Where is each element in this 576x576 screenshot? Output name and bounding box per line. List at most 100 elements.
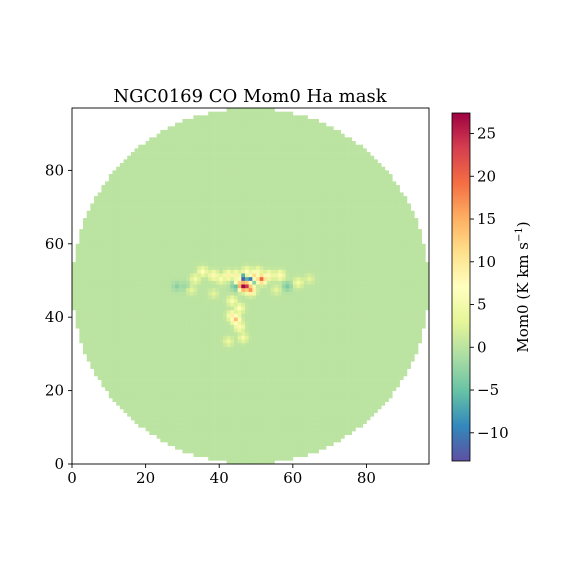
- heatmap-cell: [314, 364, 319, 369]
- heatmap-cell: [263, 368, 268, 373]
- heatmap-cell: [182, 284, 187, 289]
- heatmap-cell: [296, 353, 301, 358]
- heatmap-cell: [351, 247, 356, 252]
- heatmap-cell: [105, 280, 110, 285]
- heatmap-cell: [211, 401, 216, 406]
- heatmap-cell: [178, 346, 183, 351]
- heatmap-cell: [152, 254, 157, 259]
- heatmap-cell: [373, 331, 378, 336]
- heatmap-cell: [344, 298, 349, 303]
- heatmap-cell: [189, 408, 194, 413]
- heatmap-cell: [175, 412, 180, 417]
- heatmap-cell: [233, 280, 238, 285]
- heatmap-cell: [285, 361, 290, 366]
- heatmap-cell: [355, 269, 360, 274]
- heatmap-cell: [123, 284, 128, 289]
- heatmap-cell: [211, 372, 216, 377]
- heatmap-cell: [410, 302, 415, 307]
- heatmap-cell: [94, 328, 99, 333]
- heatmap-cell: [399, 342, 404, 347]
- heatmap-cell: [219, 405, 224, 410]
- heatmap-cell: [329, 416, 334, 421]
- heatmap-cell: [219, 416, 224, 421]
- heatmap-cell: [270, 460, 275, 465]
- heatmap-cell: [417, 328, 422, 333]
- heatmap-cell: [388, 342, 393, 347]
- heatmap-cell: [175, 408, 180, 413]
- heatmap-cell: [175, 320, 180, 325]
- heatmap-cell: [130, 328, 135, 333]
- heatmap-cell: [314, 394, 319, 399]
- heatmap-cell: [340, 251, 345, 256]
- heatmap-cell: [160, 269, 165, 274]
- heatmap-cell: [204, 342, 209, 347]
- heatmap-cell: [105, 346, 110, 351]
- heatmap-cell: [186, 449, 191, 454]
- heatmap-cell: [204, 350, 209, 355]
- heatmap-cell: [421, 317, 426, 322]
- heatmap-cell: [285, 342, 290, 347]
- heatmap-cell: [182, 276, 187, 281]
- heatmap-cell: [355, 291, 360, 296]
- heatmap-cell: [222, 258, 227, 263]
- heatmap-cell: [193, 291, 198, 296]
- heatmap-cell: [333, 335, 338, 340]
- heatmap-cell: [292, 317, 297, 322]
- heatmap-cell: [108, 262, 113, 267]
- heatmap-cell: [204, 335, 209, 340]
- heatmap-cell: [263, 419, 268, 424]
- heatmap-cell: [97, 372, 102, 377]
- heatmap-cell: [366, 313, 371, 318]
- heatmap-cell: [182, 405, 187, 410]
- heatmap-cell: [138, 309, 143, 314]
- heatmap-cell: [222, 331, 227, 336]
- heatmap-cell: [351, 258, 356, 263]
- heatmap-cell: [421, 276, 426, 281]
- heatmap-cell: [410, 284, 415, 289]
- heatmap-cell: [90, 247, 95, 252]
- heatmap-cell: [226, 331, 231, 336]
- heatmap-cell: [215, 324, 220, 329]
- heatmap-cell: [303, 434, 308, 439]
- heatmap-cell: [193, 357, 198, 362]
- heatmap-cell: [97, 361, 102, 366]
- heatmap-cell: [392, 328, 397, 333]
- heatmap-cell: [204, 287, 209, 292]
- heatmap-cell: [233, 236, 238, 241]
- heatmap-cell: [318, 408, 323, 413]
- heatmap-cell: [274, 423, 279, 428]
- heatmap-cell: [145, 276, 150, 281]
- heatmap-cell: [406, 331, 411, 336]
- heatmap-cell: [83, 317, 88, 322]
- heatmap-cell: [314, 339, 319, 344]
- heatmap-cell: [403, 346, 408, 351]
- heatmap-cell: [322, 269, 327, 274]
- heatmap-cell: [325, 236, 330, 241]
- heatmap-cell: [230, 372, 235, 377]
- heatmap-cell: [318, 419, 323, 424]
- heatmap-cell: [123, 350, 128, 355]
- heatmap-cell: [336, 262, 342, 267]
- heatmap-cell: [362, 350, 367, 355]
- heatmap-cell: [274, 361, 279, 366]
- heatmap-cell: [274, 434, 279, 439]
- heatmap-cell: [292, 331, 297, 336]
- heatmap-cell: [348, 346, 353, 351]
- heatmap-cell: [281, 302, 286, 307]
- heatmap-cell: [359, 350, 364, 355]
- heatmap-cell: [164, 379, 169, 384]
- heatmap-cell: [208, 383, 213, 388]
- heatmap-cell: [156, 309, 161, 314]
- heatmap-cell: [208, 379, 213, 384]
- heatmap-cell: [116, 357, 121, 362]
- heatmap-cell: [156, 394, 161, 399]
- heatmap-cell: [351, 405, 356, 410]
- heatmap-cell: [171, 364, 176, 369]
- heatmap-cell: [186, 423, 191, 428]
- heatmap-cell: [215, 258, 220, 263]
- heatmap-cell: [193, 452, 198, 458]
- heatmap-cell: [108, 331, 113, 336]
- heatmap-cell: [101, 236, 106, 241]
- heatmap-cell: [141, 306, 146, 311]
- heatmap-cell: [219, 269, 224, 274]
